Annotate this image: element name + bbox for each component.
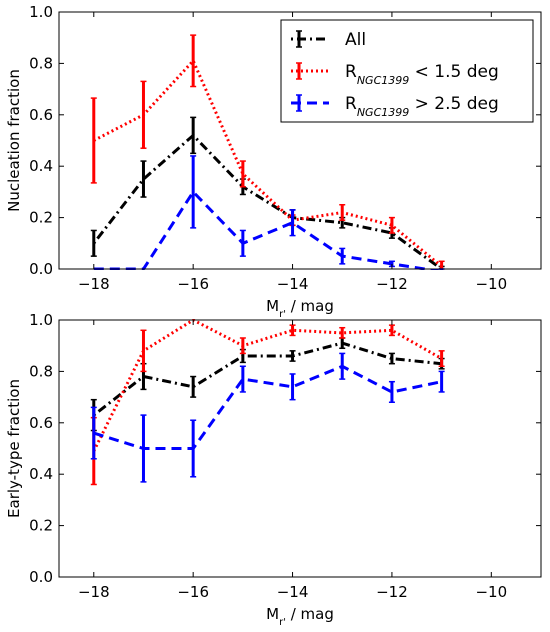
panel0-y-tick-label: 0.8 bbox=[29, 54, 53, 72]
panel0-series-all-errorbar bbox=[140, 160, 147, 198]
legend-label-r-gt-2-5-deg: RNGC1399 > 2.5 deg bbox=[345, 94, 499, 119]
panel1-series-r-gt-2-5-deg-errorbar bbox=[190, 419, 197, 478]
panel1-y-tick-label: 1.0 bbox=[29, 311, 53, 329]
panel1-series-r-lt-1-5-deg-errorbar bbox=[339, 326, 346, 339]
panel0-y-axis-label: Nucleation fraction bbox=[5, 69, 23, 212]
panel1-series-r-gt-2-5-deg-errorbar bbox=[90, 406, 97, 460]
legend: All RNGC1399 < 1.5 deg RNGC1399 > 2.5 deg bbox=[280, 19, 534, 123]
panel1-y-tick-label: 0.0 bbox=[29, 568, 53, 586]
panel1-series-r-gt-2-5-deg-errorbar bbox=[239, 365, 246, 393]
panel1-series-all-errorbar bbox=[289, 350, 296, 362]
panel0-series-all-errorbar bbox=[190, 116, 197, 155]
panel1-x-tick-label: −16 bbox=[177, 583, 209, 601]
panel1-x-axis-label: Mr' / mag bbox=[266, 605, 334, 628]
panel1-series-r-lt-1-5-deg-errorbar bbox=[239, 337, 246, 355]
panel0-series-r-gt-2-5-deg-errorbar bbox=[239, 229, 246, 257]
panel0-series-r-lt-1-5-deg-errorbar bbox=[339, 204, 346, 221]
panel1-series-all-line bbox=[92, 341, 442, 417]
panel1-y-tick-label: 0.8 bbox=[29, 362, 53, 380]
panel0-series-r-lt-1-5-deg-errorbar bbox=[388, 216, 395, 234]
legend-entry-r-lt-1-5-deg: RNGC1399 < 1.5 deg bbox=[291, 62, 499, 87]
panel1-series-r-gt-2-5-deg-errorbar bbox=[339, 352, 346, 380]
panel0-series-r-lt-1-5-deg-errorbar bbox=[190, 34, 197, 88]
panel0-x-axis-label: Mr' / mag bbox=[266, 297, 334, 320]
panel1-x-tick-label: −12 bbox=[376, 583, 408, 601]
panel0-x-tick-label: −12 bbox=[376, 275, 408, 293]
panel1-y-axis-label: Early-type fraction bbox=[5, 379, 23, 518]
panel1-x-tick-label: −10 bbox=[475, 583, 507, 601]
panel0-y-tick-label: 0.6 bbox=[29, 106, 53, 124]
legend-label-all: All bbox=[345, 30, 366, 50]
panel0-series-r-lt-1-5-deg-errorbar bbox=[140, 80, 147, 149]
panel0-plot-area bbox=[90, 34, 445, 270]
panel1-series-r-gt-2-5-deg-errorbar bbox=[438, 370, 445, 393]
panel0-series-all-errorbar bbox=[90, 229, 97, 257]
panel1-series-r-gt-2-5-deg-errorbar bbox=[289, 373, 296, 401]
panel0-series-all-line bbox=[92, 133, 443, 270]
panel1-x-tick-label: −18 bbox=[78, 583, 110, 601]
panel0-series-r-gt-2-5-deg-errorbar bbox=[289, 209, 296, 237]
panel1-series-r-lt-1-5-deg-errorbar bbox=[438, 350, 445, 368]
legend-entry-r-gt-2-5-deg: RNGC1399 > 2.5 deg bbox=[291, 94, 499, 119]
panel1-y-tick-label: 0.2 bbox=[29, 517, 53, 535]
panel1-plot-area bbox=[90, 319, 445, 486]
panel0-axes-frame bbox=[58, 11, 542, 270]
panel0-y-tick-label: 1.0 bbox=[29, 3, 53, 21]
panel1-series-all-errorbar bbox=[388, 352, 395, 365]
panel1-y-tick-label: 0.4 bbox=[29, 465, 53, 483]
panel0-series-r-gt-2-5-deg-errorbar bbox=[339, 247, 346, 265]
panel1-series-r-lt-1-5-deg-errorbar bbox=[388, 324, 395, 337]
panel1-y-tick-label: 0.6 bbox=[29, 414, 53, 432]
panel0-y-tick-label: 0.2 bbox=[29, 209, 53, 227]
panel0-x-tick-label: −10 bbox=[475, 275, 507, 293]
panel1-series-r-gt-2-5-deg-errorbar bbox=[140, 414, 147, 483]
panel0-x-tick-label: −14 bbox=[277, 275, 309, 293]
panel1-axes-frame bbox=[58, 319, 542, 578]
panel0-y-tick-label: 0.0 bbox=[29, 260, 53, 278]
legend-entry-all: All bbox=[291, 30, 366, 50]
panel1-series-r-lt-1-5-deg-errorbar bbox=[289, 324, 296, 337]
panel1-series-r-gt-2-5-deg-line bbox=[93, 364, 442, 450]
panel0-series-r-gt-2-5-deg-line bbox=[93, 189, 442, 270]
panel1-series-r-gt-2-5-deg-errorbar bbox=[388, 380, 395, 403]
panel1-series-all-errorbar bbox=[190, 375, 197, 398]
panel0-series-r-gt-2-5-deg-errorbar bbox=[190, 155, 197, 229]
early-type-fraction-panel: −18 −16 −14 −12 −10 0.0 0.2 0.4 0.6 0.8 1.0 Mr' / m… bbox=[5, 311, 542, 628]
panel0-series-r-lt-1-5-deg-line bbox=[93, 58, 443, 268]
nucleation-fraction-panel: −18 −16 −14 −12 −10 0.0 0.2 0.4 0.6 0.8 1.0 Mr' / m… bbox=[5, 3, 542, 320]
panel1-series-r-lt-1-5-deg-errorbar bbox=[140, 329, 147, 373]
panel0-y-tick-label: 0.4 bbox=[29, 157, 53, 175]
panel0-x-tick-label: −16 bbox=[177, 275, 209, 293]
panel0-series-r-lt-1-5-deg-errorbar bbox=[90, 97, 97, 184]
panel1-x-tick-label: −14 bbox=[277, 583, 309, 601]
panel1-series-r-lt-1-5-deg-line bbox=[92, 319, 443, 452]
panel0-series-r-lt-1-5-deg-errorbar bbox=[239, 160, 246, 188]
panel0-x-tick-label: −18 bbox=[78, 275, 110, 293]
legend-label-r-lt-1-5-deg: RNGC1399 < 1.5 deg bbox=[345, 62, 499, 87]
